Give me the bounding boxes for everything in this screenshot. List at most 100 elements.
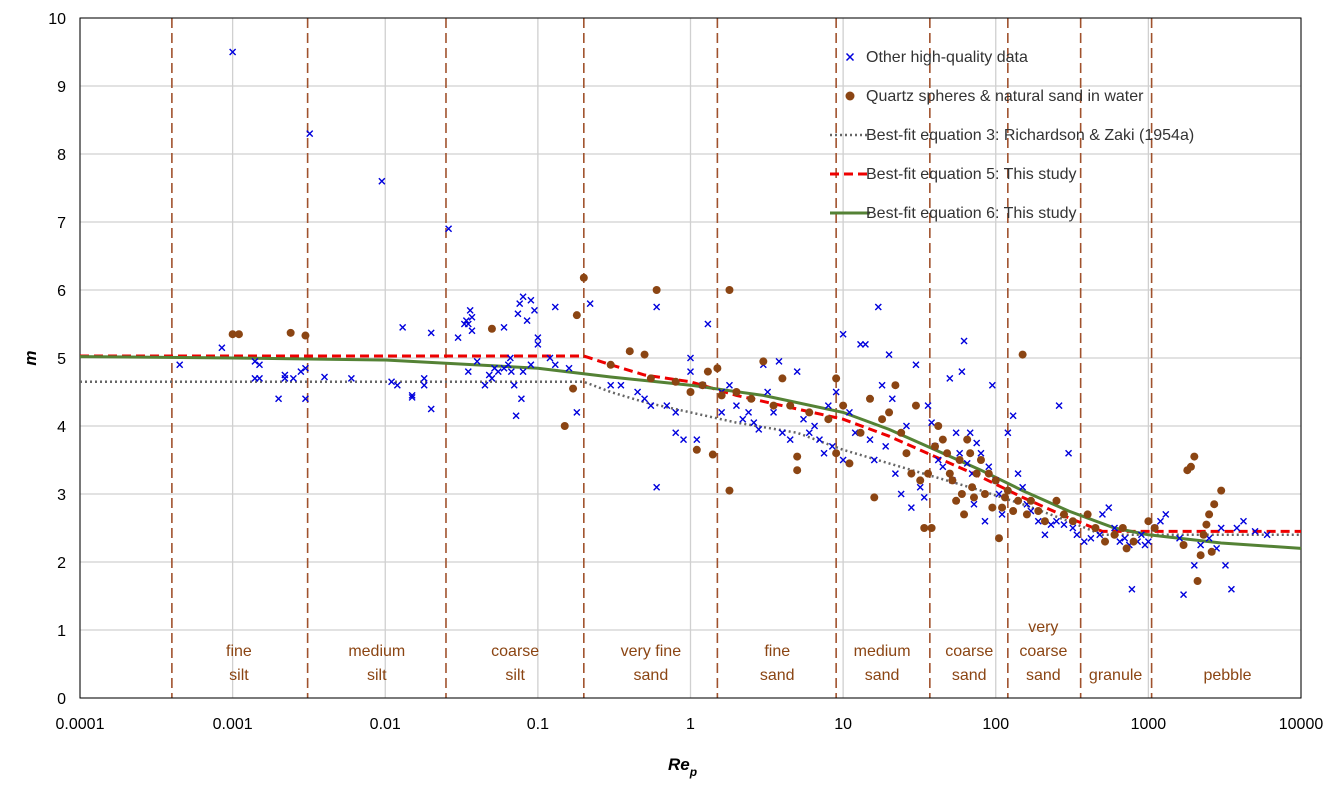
other-data-point xyxy=(986,464,992,470)
quartz-data-point xyxy=(732,388,740,396)
other-data-point xyxy=(552,304,558,310)
other-data-point xyxy=(889,396,895,402)
legend: Other high-quality data Quartz spheres & … xyxy=(830,49,1194,222)
other-data-point xyxy=(307,131,313,137)
other-data-point xyxy=(587,301,593,307)
quartz-data-point xyxy=(857,429,865,437)
other-data-point xyxy=(1222,562,1228,568)
other-data-point xyxy=(929,420,935,426)
other-data-point xyxy=(322,374,328,380)
quartz-data-point xyxy=(968,483,976,491)
other-data-point xyxy=(1048,522,1054,528)
zone-label: very fine xyxy=(621,643,682,660)
quartz-data-point xyxy=(725,487,733,495)
quartz-data-point xyxy=(939,436,947,444)
other-data-point xyxy=(177,362,183,368)
other-data-point xyxy=(257,375,263,381)
quartz-data-point xyxy=(977,456,985,464)
other-data-point xyxy=(746,409,752,415)
other-data-point xyxy=(883,443,889,449)
other-data-point xyxy=(469,328,475,334)
zone-label: sand xyxy=(952,667,987,684)
zone-label: sand xyxy=(634,667,669,684)
other-data-point xyxy=(455,335,461,341)
other-data-point xyxy=(489,375,495,381)
quartz-data-point xyxy=(1144,517,1152,525)
legend-dot-marker-icon xyxy=(846,92,855,101)
quartz-data-point xyxy=(956,456,964,464)
quartz-data-point xyxy=(580,274,588,282)
quartz-data-point xyxy=(1197,551,1205,559)
other-data-point xyxy=(482,382,488,388)
other-data-point xyxy=(642,396,648,402)
other-data-point xyxy=(421,375,427,381)
other-data-point xyxy=(917,484,923,490)
other-data-point xyxy=(673,430,679,436)
x-tick-labels: 0.0001 0.001 0.01 0.1 1 10 100 1000 10000 xyxy=(56,716,1324,733)
quartz-data-point xyxy=(948,476,956,484)
zone-label: coarse xyxy=(1019,643,1067,660)
other-data-point xyxy=(908,505,914,511)
other-data-point xyxy=(816,437,822,443)
other-data-point xyxy=(862,341,868,347)
x-axis-title-subscript: p xyxy=(689,765,697,779)
other-data-point xyxy=(971,501,977,507)
quartz-data-point xyxy=(641,351,649,359)
legend-label: Best-fit equation 3: Richardson & Zaki (… xyxy=(866,127,1194,144)
other-data-point xyxy=(879,382,885,388)
other-data-point xyxy=(740,416,746,422)
quartz-data-point xyxy=(747,395,755,403)
other-data-point xyxy=(1042,532,1048,538)
quartz-data-point xyxy=(770,402,778,410)
quartz-data-point xyxy=(1014,497,1022,505)
other-data-point xyxy=(1035,518,1041,524)
quartz-data-point xyxy=(1004,487,1012,495)
quartz-data-point xyxy=(488,325,496,333)
quartz-data-point xyxy=(693,446,701,454)
other-data-point xyxy=(875,304,881,310)
other-data-point xyxy=(1010,413,1016,419)
other-data-point xyxy=(829,443,835,449)
quartz-data-point xyxy=(1019,351,1027,359)
other-data-point xyxy=(957,450,963,456)
other-data-point xyxy=(1122,535,1128,541)
other-data-point xyxy=(940,464,946,470)
other-data-point xyxy=(1129,586,1135,592)
other-data-point xyxy=(1074,532,1080,538)
quartz-data-point xyxy=(573,311,581,319)
other-data-point xyxy=(867,437,873,443)
y-tick-label: 8 xyxy=(57,147,66,164)
other-data-point xyxy=(982,518,988,524)
quartz-data-point xyxy=(1187,463,1195,471)
quartz-data-point xyxy=(713,364,721,372)
y-tick-label: 6 xyxy=(57,283,66,300)
other-data-point xyxy=(978,450,984,456)
quartz-data-point xyxy=(699,381,707,389)
other-data-point xyxy=(608,382,614,388)
legend-entry-4: Best-fit equation 6: This study xyxy=(830,205,1076,222)
quartz-data-point xyxy=(934,422,942,430)
quartz-data-point xyxy=(963,436,971,444)
x-tick-label: 1 xyxy=(686,716,695,733)
quartz-data-point xyxy=(1123,544,1131,552)
x-axis-title-main: Re xyxy=(668,755,690,774)
zone-label: silt xyxy=(229,667,249,684)
zone-labels: finesiltmediumsiltcoarsesiltvery finesan… xyxy=(226,619,1252,684)
quartz-data-point xyxy=(920,524,928,532)
quartz-data-point xyxy=(786,402,794,410)
other-data-point xyxy=(517,301,523,307)
quartz-data-point xyxy=(287,329,295,337)
zone-label: sand xyxy=(760,667,795,684)
quartz-data-point xyxy=(301,332,309,340)
zone-label: sand xyxy=(1026,667,1061,684)
quartz-data-point xyxy=(966,449,974,457)
other-data-point xyxy=(1088,535,1094,541)
quartz-data-point xyxy=(845,459,853,467)
quartz-data-point xyxy=(946,470,954,478)
other-data-point xyxy=(1106,505,1112,511)
quartz-data-point xyxy=(1217,487,1225,495)
quartz-data-point xyxy=(943,449,951,457)
quartz-data-point xyxy=(970,493,978,501)
other-data-point xyxy=(726,382,732,388)
legend-label: Other high-quality data xyxy=(866,49,1028,66)
